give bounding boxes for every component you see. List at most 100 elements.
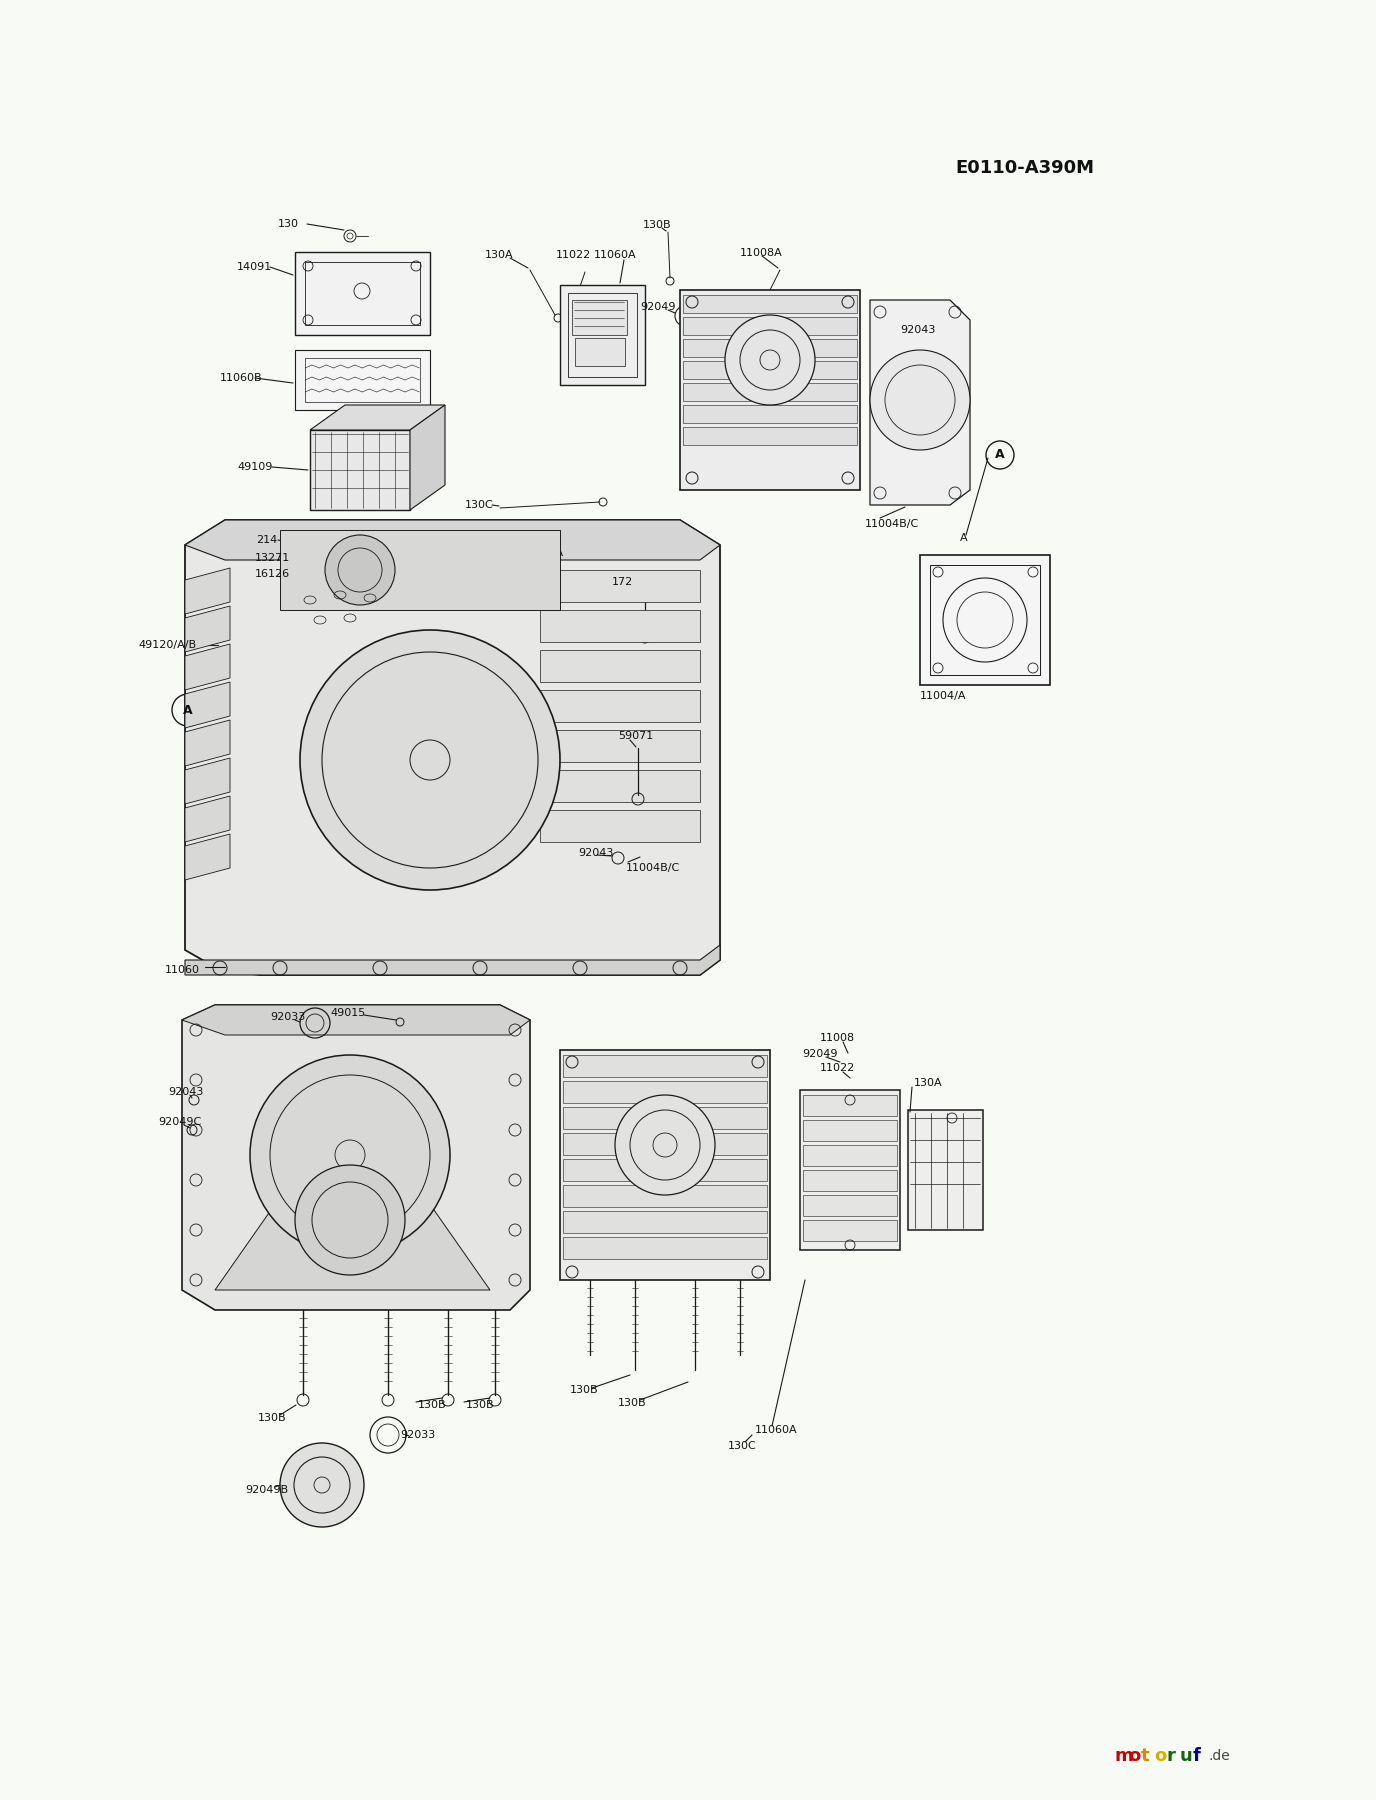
Text: 130A: 130A [914, 1078, 943, 1087]
Bar [804, 1220, 897, 1240]
Text: t: t [1141, 1748, 1149, 1766]
Bar [804, 1120, 897, 1141]
Polygon shape [184, 945, 720, 976]
Circle shape [725, 315, 815, 405]
Circle shape [615, 1094, 716, 1195]
Bar [539, 731, 700, 761]
Polygon shape [310, 405, 444, 430]
Bar [799, 1091, 900, 1249]
Bar [563, 1237, 766, 1258]
Polygon shape [184, 758, 230, 805]
Text: 130B: 130B [570, 1384, 599, 1395]
Text: 11004/A: 11004/A [921, 691, 966, 700]
Bar [682, 405, 857, 423]
Text: 49015: 49015 [330, 1008, 365, 1019]
Text: 92049C: 92049C [158, 1118, 201, 1127]
Text: 14091: 14091 [237, 263, 272, 272]
Circle shape [279, 1444, 365, 1526]
Text: 92043: 92043 [578, 848, 614, 859]
Bar [279, 529, 560, 610]
Circle shape [294, 1165, 405, 1274]
Text: r: r [1167, 1748, 1176, 1766]
Text: 130C: 130C [465, 500, 494, 509]
Polygon shape [184, 720, 230, 767]
Text: .de: .de [1208, 1750, 1230, 1762]
Text: 13271: 13271 [255, 553, 290, 563]
Text: 92049: 92049 [802, 1049, 838, 1058]
Text: 92033: 92033 [400, 1429, 435, 1440]
Text: 92033: 92033 [270, 1012, 305, 1022]
Bar [921, 554, 1050, 686]
Text: 130B: 130B [418, 1400, 447, 1409]
Text: 11008: 11008 [820, 1033, 854, 1042]
Text: 11004B/C: 11004B/C [866, 518, 919, 529]
Text: 92043: 92043 [168, 1087, 204, 1096]
Bar [804, 1094, 897, 1116]
Polygon shape [184, 796, 230, 842]
Text: 130B: 130B [466, 1400, 494, 1409]
Bar [539, 810, 700, 842]
Bar [575, 338, 625, 365]
Text: E0110-A390M: E0110-A390M [955, 158, 1094, 176]
Bar [804, 1145, 897, 1166]
Text: 130C: 130C [728, 1442, 757, 1451]
Bar [680, 290, 860, 490]
Polygon shape [184, 644, 230, 689]
Bar [572, 301, 627, 335]
Bar [804, 1195, 897, 1217]
Text: 11060A: 11060A [594, 250, 637, 259]
Bar [908, 1111, 982, 1229]
Bar [560, 284, 645, 385]
Text: f: f [1193, 1748, 1201, 1766]
Text: 49120/A/B: 49120/A/B [138, 641, 197, 650]
Polygon shape [184, 682, 230, 727]
Text: 11022: 11022 [556, 250, 592, 259]
Bar [563, 1055, 766, 1076]
Polygon shape [410, 405, 444, 509]
Polygon shape [182, 1004, 530, 1310]
Bar [568, 293, 637, 376]
Text: 92049: 92049 [640, 302, 676, 311]
Polygon shape [294, 252, 429, 335]
Polygon shape [184, 520, 720, 976]
Text: 11060: 11060 [165, 965, 200, 976]
Bar [682, 295, 857, 313]
Bar [539, 571, 700, 601]
Text: 92049A: 92049A [520, 547, 563, 558]
Text: 214: 214 [256, 535, 277, 545]
Polygon shape [215, 1190, 490, 1291]
Bar [563, 1159, 766, 1181]
Text: 130A: 130A [484, 250, 513, 259]
Bar [682, 362, 857, 380]
Polygon shape [184, 607, 230, 652]
Bar [682, 427, 857, 445]
Text: 11060A: 11060A [755, 1426, 798, 1435]
Circle shape [325, 535, 395, 605]
Polygon shape [294, 349, 429, 410]
Text: 130: 130 [278, 220, 299, 229]
Text: 11008A: 11008A [740, 248, 783, 257]
Text: 92043: 92043 [900, 326, 936, 335]
Text: 130B: 130B [643, 220, 671, 230]
Text: 92049B: 92049B [245, 1485, 288, 1496]
Text: 16126: 16126 [255, 569, 290, 580]
Text: A: A [995, 448, 1004, 461]
Polygon shape [182, 1004, 530, 1035]
Text: 11060B: 11060B [220, 373, 263, 383]
Text: u: u [1181, 1748, 1193, 1766]
Bar [682, 338, 857, 356]
Bar [563, 1082, 766, 1103]
Text: o: o [1128, 1748, 1141, 1766]
Bar [563, 1211, 766, 1233]
Polygon shape [184, 569, 230, 614]
Bar [310, 430, 410, 509]
Text: 130B: 130B [618, 1399, 647, 1408]
Bar [563, 1107, 766, 1129]
Polygon shape [184, 520, 720, 560]
Polygon shape [184, 833, 230, 880]
Polygon shape [870, 301, 970, 506]
Text: A: A [960, 533, 967, 544]
Text: 59071: 59071 [618, 731, 654, 742]
Bar [539, 689, 700, 722]
Bar [682, 383, 857, 401]
